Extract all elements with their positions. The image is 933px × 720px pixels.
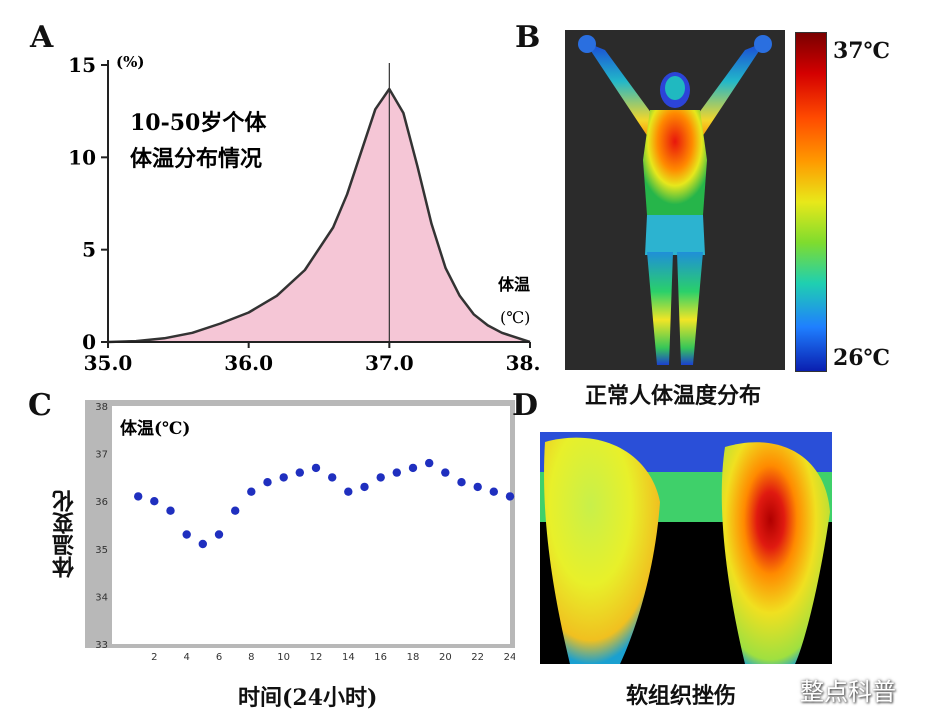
panel-c-xlabel: 时间(24小时): [238, 685, 378, 711]
scale-bottom-label: 26℃: [833, 345, 890, 371]
data-point: [279, 473, 288, 482]
x-unit-label-2: (℃): [500, 308, 530, 327]
y-unit-label: (%): [116, 53, 144, 71]
x-tick-label: 12: [310, 652, 323, 663]
y-tick-label: 34: [95, 592, 108, 603]
scale-top-label: 37℃: [833, 38, 890, 64]
data-point: [457, 478, 466, 487]
panel-c-ylabel: 体温变化: [52, 490, 78, 578]
data-point: [489, 487, 498, 496]
panel-c-letter: C: [28, 388, 52, 423]
y-tick-label: 36: [95, 497, 108, 508]
panel-d-caption: 软组织挫伤: [626, 683, 737, 709]
panel-b-caption: 正常人体温度分布: [585, 383, 762, 409]
y-tick-label: 15: [68, 53, 96, 77]
watermark: 整点科普: [800, 678, 896, 706]
data-point: [344, 487, 353, 496]
data-point: [182, 530, 191, 539]
y-tick-label: 35: [95, 545, 108, 556]
y-tick-label: 37: [95, 450, 108, 461]
y-tick-label: 5: [82, 238, 96, 262]
data-point: [198, 539, 207, 549]
data-point: [295, 468, 304, 477]
y-tick-label: 0: [82, 330, 96, 354]
x-tick-label: 36.0: [224, 351, 273, 375]
x-tick-label: 2: [151, 652, 157, 663]
y-tick-label: 38: [95, 402, 108, 413]
x-unit-label-1: 体温: [498, 275, 530, 294]
x-tick-label: 4: [183, 652, 189, 663]
y-tick-label: 10: [68, 145, 96, 169]
data-point: [166, 506, 175, 515]
data-point: [473, 482, 482, 492]
annotation-line-2: 体温分布情况: [130, 146, 262, 172]
x-tick-label: 18: [407, 652, 420, 663]
x-tick-label: 37.0: [365, 351, 414, 375]
panel-d-letter: D: [512, 388, 539, 423]
data-point: [441, 468, 450, 477]
x-tick-label: 10: [277, 652, 290, 663]
x-tick-label: 6: [216, 652, 222, 663]
data-point: [360, 482, 369, 492]
panel-b-letter: B: [515, 20, 541, 55]
data-point: [247, 487, 256, 496]
distribution-area: [108, 89, 530, 342]
data-point: [376, 473, 385, 482]
annotation-line-1: 10-50岁个体: [130, 110, 267, 136]
distribution-line: [107, 87, 531, 344]
data-point: [263, 478, 272, 487]
body-thermal-image: [565, 30, 785, 370]
temperature-color-scale: [795, 32, 827, 372]
data-point: [150, 497, 159, 506]
data-point: [231, 506, 240, 515]
x-tick-label: 35.0: [84, 351, 133, 375]
data-point: [134, 492, 143, 501]
panel-c-inner-label: 体温(℃): [120, 418, 190, 439]
x-tick-label: 22: [471, 652, 484, 663]
bruise-thermal-image: [540, 432, 832, 664]
x-tick-label: 38.0: [506, 351, 540, 375]
data-point: [392, 468, 401, 477]
data-point: [214, 530, 224, 539]
x-tick-label: 20: [439, 652, 452, 663]
x-tick-label: 24: [504, 652, 515, 663]
y-tick-label: 33: [95, 640, 108, 651]
data-point: [408, 463, 418, 473]
x-tick-label: 16: [374, 652, 387, 663]
temperature-distribution-chart: 0 5 10 15 35.0 36.0 37.0 38.0 (%) 10-50岁个体 体温分布…: [68, 53, 540, 375]
x-tick-label: 14: [342, 652, 355, 663]
x-tick-label: 8: [248, 652, 254, 663]
data-point: [505, 492, 515, 501]
data-point: [311, 463, 321, 473]
data-point: [328, 473, 337, 482]
panel-a-letter: A: [30, 20, 54, 55]
data-point: [425, 458, 434, 468]
